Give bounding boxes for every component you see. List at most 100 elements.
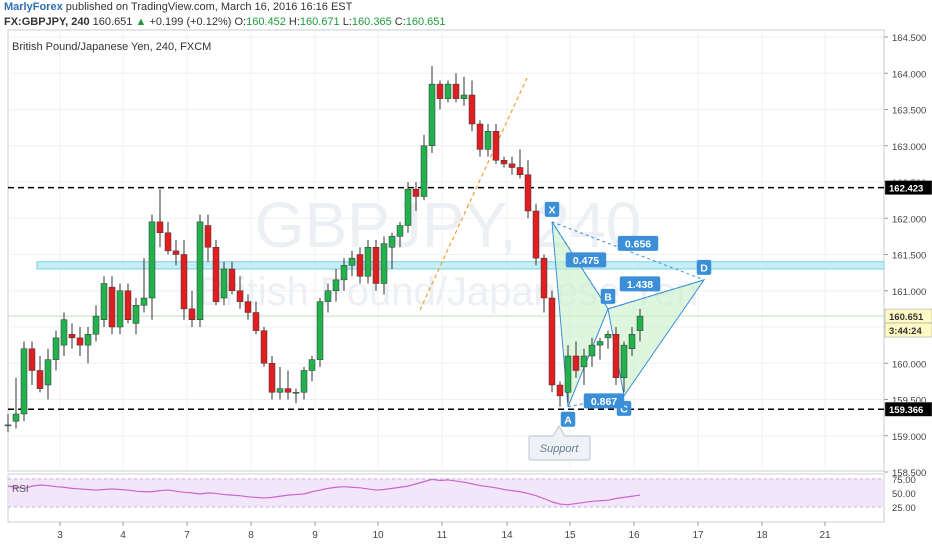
time-tick-label: 21: [819, 530, 831, 541]
time-tick-label: 18: [756, 530, 768, 541]
ratio-xab-label: 0.475: [573, 255, 599, 267]
price-tick-label: 161.500: [892, 251, 926, 262]
time-tick-label: 10: [372, 530, 384, 541]
candle-body: [236, 290, 244, 302]
price-tick-label: 158.500: [892, 468, 926, 479]
candle-body: [284, 388, 292, 393]
candle-body: [596, 341, 604, 346]
candle-body: [412, 189, 420, 197]
point-x-label: X: [548, 204, 555, 216]
time-tick-label: 17: [692, 530, 704, 541]
candle-body: [620, 344, 628, 378]
watermark: GBPJPY, 240 British Pound/Japanese Yen: [198, 189, 698, 314]
ratio-xad-label-bg: [617, 235, 659, 251]
symbol-header: FX:GBPJPY, 240 160.651 ▲ +0.199 (+0.12%)…: [4, 16, 446, 28]
bar-countdown-tag-bg: [884, 322, 932, 338]
candle-body: [636, 315, 644, 331]
candle-body: [180, 254, 188, 310]
candle-body: [20, 348, 28, 415]
candle-body: [572, 355, 580, 371]
candle-body: [420, 145, 428, 197]
close-label: C:: [394, 16, 406, 28]
symbol-label[interactable]: FX:GBPJPY, 240: [4, 16, 90, 28]
candle-body: [316, 301, 324, 360]
candle-body: [364, 247, 372, 277]
candle-body: [628, 334, 636, 349]
candle-body: [260, 330, 268, 364]
point-d-label-bg: [696, 259, 712, 275]
ratio-bcd-label-bg: [619, 276, 661, 292]
time-tick-label: 9: [312, 530, 318, 541]
close-value: 160.651: [405, 16, 446, 28]
candle-body: [84, 334, 92, 346]
low-label: L:: [342, 16, 352, 28]
candle-body: [60, 319, 68, 346]
candle-body: [68, 334, 76, 339]
candle-body: [52, 337, 60, 360]
ratio-abc-label-bg: [583, 393, 625, 409]
time-tick-label: 3: [57, 530, 63, 541]
ratio-abc-label: 0.867: [591, 396, 617, 408]
author-link[interactable]: MarlyForex: [4, 1, 63, 13]
horizontal-levels: [8, 186, 884, 410]
point-a-label: A: [564, 414, 572, 426]
point-b-label: B: [604, 291, 612, 303]
pattern-labels: X A B C D 0.475 0.656 0.867 1.438: [544, 201, 712, 427]
candle-body: [380, 243, 388, 284]
last-price: 160.651: [92, 16, 133, 28]
candle-body: [588, 344, 596, 357]
price-tick-label: 162.000: [892, 214, 926, 225]
candle-body: [436, 83, 444, 99]
candle-body: [428, 83, 436, 146]
time-tick-label: 8: [248, 530, 254, 541]
high-value: 160.671: [299, 16, 340, 28]
level-price-tag-1-bg: [884, 401, 932, 417]
candle-body: [532, 210, 540, 259]
point-c-label: C: [620, 403, 628, 415]
support-callout[interactable]: Support: [528, 425, 591, 461]
candle-body: [348, 257, 356, 266]
trend-line[interactable]: [419, 77, 528, 311]
candle-body: [476, 123, 484, 150]
resistance-zone[interactable]: [36, 261, 885, 270]
candle-body: [580, 355, 588, 368]
candle-body: [516, 167, 524, 175]
candle-body: [204, 225, 212, 248]
support-callout-box: [528, 425, 591, 461]
candle-body: [268, 363, 276, 393]
rsi-tick-label: 75.00: [892, 475, 916, 486]
candle-body: [548, 297, 556, 386]
candle-body: [564, 355, 572, 393]
candle-body: [92, 315, 100, 335]
candle-body: [172, 250, 180, 255]
candles: [4, 66, 644, 433]
price-tick-label: 163.000: [892, 142, 926, 153]
candle-body: [468, 94, 476, 125]
support-label: Support: [540, 443, 579, 455]
point-a-label-bg: [560, 411, 576, 427]
candle-body: [228, 268, 236, 291]
price-tick-label: 164.500: [892, 33, 926, 44]
candle-body: [540, 257, 548, 299]
candle-body: [108, 286, 116, 328]
candle-body: [12, 413, 20, 422]
price-tick-label: 159.500: [892, 396, 926, 407]
candle-body: [460, 94, 468, 99]
candle-body: [124, 290, 132, 320]
candle-body: [300, 370, 308, 393]
level-price-tag-0: 162.423: [889, 184, 923, 195]
candle-body: [404, 189, 412, 226]
time-tick-label: 4: [120, 530, 126, 541]
candle-body: [164, 232, 172, 252]
price-tick-label: 161.000: [892, 287, 926, 298]
candle-body: [196, 221, 204, 320]
candle-body: [324, 290, 332, 302]
candle-body: [308, 359, 316, 371]
ratio-xad-label: 0.656: [625, 238, 651, 250]
rsi-band: [9, 478, 883, 507]
candle-body: [396, 225, 404, 237]
low-value: 160.365: [351, 16, 392, 28]
candle-body: [148, 221, 156, 299]
time-axis[interactable]: 3 4 7 8 9 10 11 14 15 16 17 18 21: [57, 522, 831, 541]
